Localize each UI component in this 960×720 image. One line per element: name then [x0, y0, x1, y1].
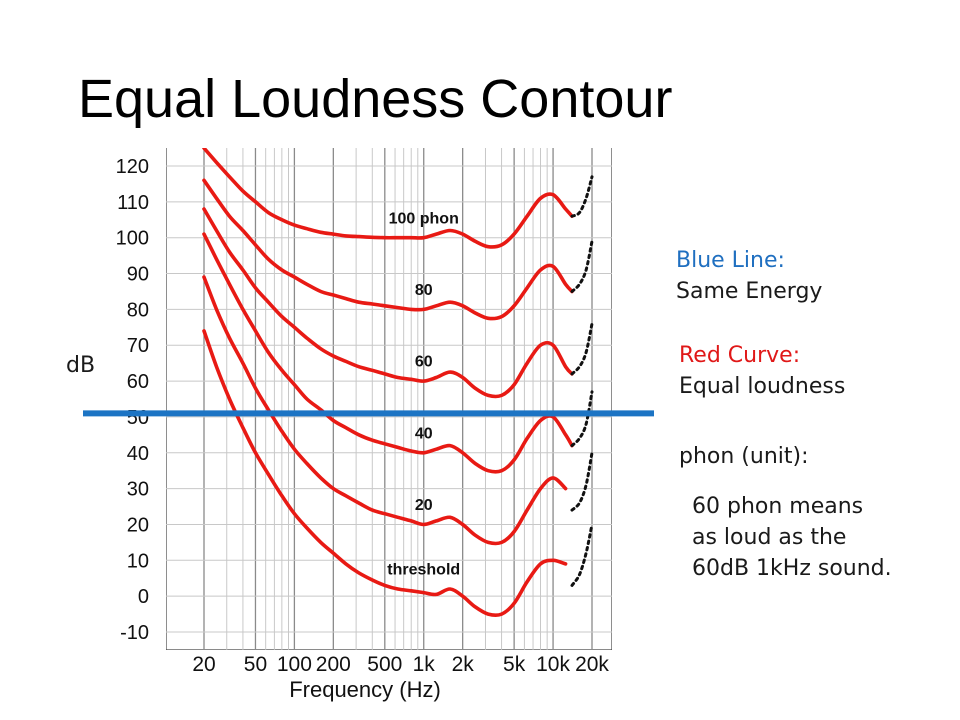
dotted-extension-line-11 [570, 175, 594, 218]
red-curve-description: Equal loudness [679, 374, 846, 399]
x-tick-label: 200 [316, 653, 351, 676]
red-curve-heading: Red Curve: [679, 343, 801, 368]
curve-label: 100 phon [389, 210, 459, 227]
blue-line-description: Same Energy [676, 279, 823, 304]
y-tick-label: 40 [127, 443, 149, 465]
x-tick-label: 2k [452, 653, 475, 676]
dotted-extension-line-7 [570, 451, 594, 512]
phon-example-line-3: 60dB 1kHz sound. [692, 556, 892, 581]
x-tick-label: 50 [244, 653, 267, 676]
phon-example-note: 60 phon means as loud as the 60dB 1kHz s… [692, 491, 892, 584]
loudness-curve-line [202, 329, 568, 618]
loudness-curves [202, 148, 594, 618]
loudness-curve-line [202, 232, 574, 474]
curve-labels: 100 phon 80 60 40 20 threshold [387, 210, 460, 578]
curve-label: 40 [415, 425, 433, 442]
slide-title: Equal Loudness Contour [78, 69, 673, 129]
y-tick-label: 0 [138, 586, 149, 608]
blue-line-note: Blue Line: Same Energy [676, 245, 822, 307]
dotted-extension-line-8 [570, 390, 594, 448]
dotted-extension-line-9 [570, 322, 594, 376]
x-tick-label: 20k [575, 653, 609, 676]
loudness-curve-line [202, 148, 574, 249]
loudness-curve-line [202, 207, 574, 399]
y-tick-label: 110 [117, 192, 149, 214]
x-tick-label: 5k [503, 653, 526, 676]
y-axis-ticks: -10 0 10 20 30 40 50 60 70 80 90 100 110 120 [116, 156, 149, 644]
dotted-extension-line-6 [570, 523, 594, 587]
y-tick-label: 10 [127, 550, 149, 572]
curve-label: 80 [415, 282, 433, 299]
x-tick-label: 1k [413, 653, 436, 676]
x-tick-label: 500 [367, 653, 402, 676]
dotted-extension-line-10 [570, 239, 594, 293]
db-axis-label: dB [66, 353, 96, 378]
y-tick-label: 50 [127, 407, 149, 429]
blue-line-heading: Blue Line: [676, 248, 785, 273]
phon-unit-note: phon (unit): [679, 444, 809, 469]
y-tick-label: -10 [120, 622, 149, 644]
y-tick-label: 60 [127, 371, 149, 393]
x-tick-label: 100 [277, 653, 312, 676]
phon-example-line-1: 60 phon means [692, 494, 864, 519]
curve-label: 20 [415, 497, 433, 514]
loudness-curve-line [202, 275, 568, 546]
y-tick-label: 80 [127, 299, 149, 321]
loudness-curve-line [202, 178, 574, 321]
y-tick-label: 90 [127, 264, 149, 286]
x-tick-label: 20 [192, 653, 215, 676]
y-tick-label: 20 [127, 514, 149, 536]
x-tick-label: 10k [536, 653, 570, 676]
y-tick-label: 120 [116, 156, 149, 178]
red-curve-note: Red Curve: Equal loudness [679, 340, 845, 402]
y-tick-label: 70 [127, 335, 149, 357]
phon-example-line-2: as loud as the [692, 525, 847, 550]
x-axis-label: Frequency (Hz) [289, 677, 441, 702]
curve-label: threshold [387, 562, 460, 579]
y-tick-label: 100 [116, 228, 149, 250]
curve-label: 60 [415, 354, 433, 371]
y-tick-label: 30 [127, 479, 149, 501]
x-axis-ticks: 20 50 100 200 500 1k 2k 5k 10k 20k [192, 653, 609, 676]
